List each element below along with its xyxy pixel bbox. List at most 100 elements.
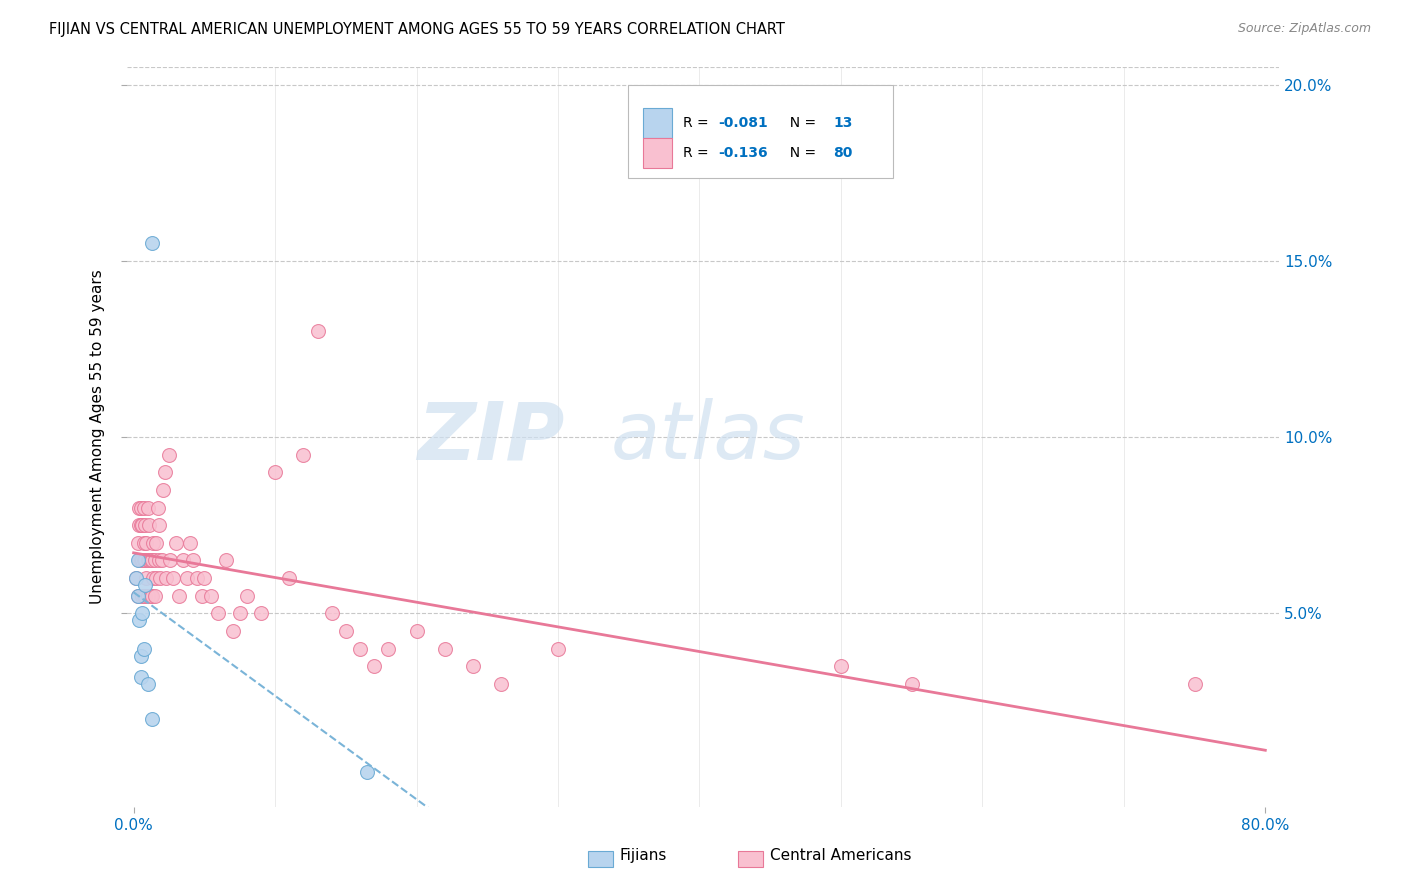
Point	[142, 571, 165, 585]
Point	[152, 483, 174, 497]
Text: FIJIAN VS CENTRAL AMERICAN UNEMPLOYMENT AMONG AGES 55 TO 59 YEARS CORRELATION CH: FIJIAN VS CENTRAL AMERICAN UNEMPLOYMENT …	[49, 22, 785, 37]
Point	[141, 712, 163, 726]
Point	[139, 553, 162, 567]
Point	[830, 659, 852, 673]
Point	[159, 553, 181, 567]
Point	[148, 518, 170, 533]
Point	[141, 236, 163, 251]
Point	[132, 500, 155, 515]
Point	[134, 553, 156, 567]
Point	[307, 324, 329, 338]
Point	[172, 553, 194, 567]
Point	[207, 607, 229, 621]
Point	[132, 589, 155, 603]
Point	[186, 571, 208, 585]
Y-axis label: Unemployment Among Ages 55 to 59 years: Unemployment Among Ages 55 to 59 years	[90, 269, 105, 605]
Bar	[643, 108, 672, 138]
Point	[200, 589, 222, 603]
Point	[155, 571, 177, 585]
Text: R =: R =	[683, 146, 713, 160]
Point	[321, 607, 343, 621]
Text: Central Americans: Central Americans	[770, 848, 911, 863]
Bar	[738, 851, 763, 867]
Point	[131, 518, 153, 533]
Text: R =: R =	[683, 116, 713, 130]
Point	[136, 589, 159, 603]
Point	[135, 571, 157, 585]
Text: -0.136: -0.136	[718, 146, 768, 160]
Point	[132, 553, 155, 567]
Point	[127, 589, 149, 603]
Point	[129, 553, 152, 567]
Point	[131, 607, 153, 621]
Point	[356, 764, 378, 779]
Point	[228, 607, 250, 621]
Point	[135, 536, 157, 550]
Point	[547, 641, 569, 656]
Point	[1184, 677, 1206, 691]
Point	[136, 553, 159, 567]
Point	[292, 448, 315, 462]
Point	[143, 589, 166, 603]
Point	[179, 536, 201, 550]
Point	[349, 641, 371, 656]
Point	[134, 578, 156, 592]
Point	[141, 553, 163, 567]
Text: atlas: atlas	[610, 398, 806, 476]
Text: N =: N =	[782, 116, 821, 130]
Text: ZIP: ZIP	[418, 398, 565, 476]
Point	[136, 677, 159, 691]
Point	[221, 624, 243, 638]
Point	[433, 641, 456, 656]
Point	[127, 536, 149, 550]
Point	[132, 536, 155, 550]
Point	[127, 553, 149, 567]
Point	[128, 614, 150, 628]
Point	[181, 553, 204, 567]
Point	[131, 589, 153, 603]
Point	[143, 553, 166, 567]
Point	[128, 518, 150, 533]
Point	[125, 571, 148, 585]
Point	[162, 571, 184, 585]
Point	[131, 553, 153, 567]
Point	[278, 571, 301, 585]
Point	[236, 589, 259, 603]
Point	[138, 518, 160, 533]
Point	[145, 571, 167, 585]
Bar	[588, 851, 613, 867]
Point	[129, 648, 152, 663]
Point	[405, 624, 427, 638]
Text: Fijians: Fijians	[620, 848, 668, 863]
Point	[148, 553, 170, 567]
Point	[132, 641, 155, 656]
Point	[363, 659, 385, 673]
Point	[250, 607, 273, 621]
Point	[214, 553, 236, 567]
Text: Source: ZipAtlas.com: Source: ZipAtlas.com	[1237, 22, 1371, 36]
Point	[125, 571, 148, 585]
Point	[129, 500, 152, 515]
Point	[176, 571, 198, 585]
Point	[138, 553, 160, 567]
Point	[377, 641, 399, 656]
Point	[491, 677, 513, 691]
FancyBboxPatch shape	[628, 86, 893, 178]
Point	[157, 448, 180, 462]
Point	[136, 500, 159, 515]
Point	[145, 536, 167, 550]
Point	[129, 670, 152, 684]
Point	[193, 571, 215, 585]
Text: N =: N =	[782, 146, 821, 160]
Point	[146, 500, 169, 515]
Point	[900, 677, 922, 691]
Point	[127, 589, 149, 603]
Point	[128, 500, 150, 515]
Point	[139, 589, 162, 603]
Point	[167, 589, 190, 603]
Point	[150, 553, 173, 567]
Point	[165, 536, 187, 550]
Point	[190, 589, 212, 603]
Text: -0.081: -0.081	[718, 116, 768, 130]
Point	[128, 553, 150, 567]
